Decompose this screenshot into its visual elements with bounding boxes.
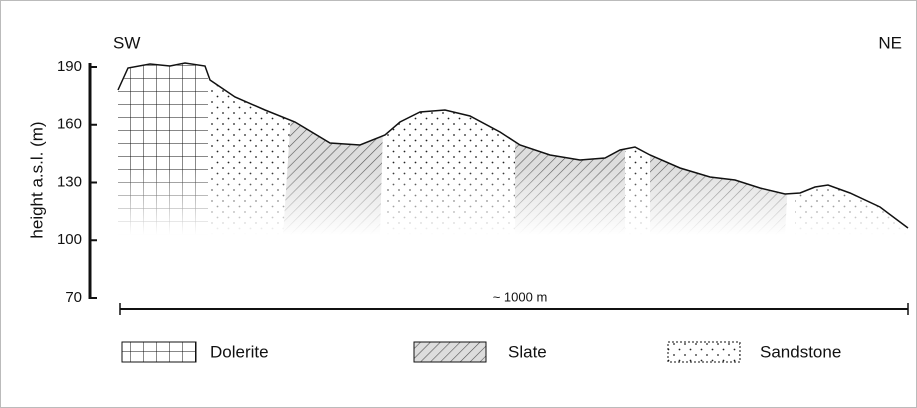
ne-label: NE (878, 33, 902, 52)
slate-unit (650, 55, 795, 235)
legend-label: Slate (508, 342, 547, 361)
y-tick-label: 160 (57, 116, 82, 133)
y-tick-label: 100 (57, 231, 82, 248)
strata (118, 55, 908, 235)
legend-label: Dolerite (210, 342, 269, 361)
slate-unit (283, 55, 385, 235)
slate-unit (515, 55, 625, 235)
legend-label: Sandstone (760, 342, 841, 361)
scale-bar-label: ~ 1000 m (493, 289, 548, 304)
dolerite-unit (118, 55, 208, 235)
legend-swatch (122, 342, 196, 362)
legend-swatch (414, 342, 486, 362)
sandstone-unit (625, 55, 650, 235)
sandstone-unit (385, 55, 515, 235)
y-tick-label: 190 (57, 58, 82, 75)
legend-swatch (668, 342, 740, 362)
y-axis-label: height a.s.l. (m) (27, 121, 46, 238)
y-tick-label: 130 (57, 173, 82, 190)
y-tick-label: 70 (65, 289, 82, 306)
cross-section: SW NE height a.s.l. (m) 190 160 130 100 70 ~… (0, 0, 917, 408)
sandstone-unit (795, 55, 908, 235)
sw-label: SW (113, 33, 140, 52)
sandstone-unit (208, 55, 295, 235)
